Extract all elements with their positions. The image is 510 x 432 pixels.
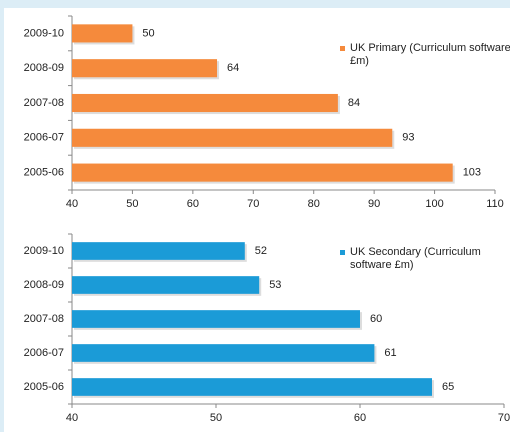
- y-tick-label: 2006-07: [24, 132, 64, 144]
- value-label: 61: [384, 347, 396, 359]
- value-label: 53: [269, 279, 281, 291]
- y-tick-label: 2007-08: [24, 313, 64, 325]
- bar: [72, 93, 338, 113]
- legend-label: UK Secondary (Curriculum software £m): [350, 246, 481, 271]
- bar: [72, 378, 432, 396]
- x-tick-label: 70: [498, 412, 510, 424]
- y-tick-label: 2006-07: [24, 347, 64, 359]
- value-label: 50: [142, 27, 154, 39]
- x-tick-label: 50: [210, 412, 222, 424]
- value-label: 84: [348, 97, 360, 109]
- x-tick-label: 60: [187, 198, 199, 210]
- value-label: 103: [463, 167, 481, 179]
- y-tick-label: 2009-10: [24, 27, 64, 39]
- x-tick-label: 80: [308, 198, 320, 210]
- bar: [72, 242, 245, 260]
- x-tick-label: 110: [486, 198, 504, 210]
- y-tick-label: 2005-06: [24, 167, 64, 179]
- bar: [72, 59, 218, 78]
- y-tick-label: 2008-09: [24, 279, 64, 291]
- bar: [72, 24, 133, 43]
- x-tick-label: 100: [425, 198, 443, 210]
- x-tick-label: 40: [66, 198, 78, 210]
- value-label: 93: [402, 132, 414, 144]
- bar: [72, 128, 393, 147]
- value-label: 60: [370, 313, 382, 325]
- legend: UK Secondary (Curriculum software £m): [340, 246, 510, 272]
- x-tick-label: 60: [354, 412, 366, 424]
- x-tick-label: 90: [368, 198, 380, 210]
- bar: [72, 276, 260, 294]
- y-tick-label: 2005-06: [24, 381, 64, 393]
- x-tick-label: 70: [247, 198, 259, 210]
- legend-label: UK Primary (Curriculum software £m): [350, 42, 510, 67]
- bar: [72, 163, 453, 182]
- x-tick-label: 40: [66, 412, 78, 424]
- y-tick-label: 2008-09: [24, 62, 64, 74]
- y-tick-label: 2009-10: [24, 245, 64, 257]
- value-label: 65: [442, 381, 454, 393]
- bar: [72, 344, 375, 362]
- bar: [72, 310, 360, 328]
- value-label: 52: [255, 245, 267, 257]
- x-tick-label: 50: [126, 198, 138, 210]
- legend-swatch: [340, 250, 345, 255]
- y-tick-label: 2007-08: [24, 97, 64, 109]
- value-label: 64: [227, 62, 239, 74]
- legend: UK Primary (Curriculum software £m): [340, 42, 510, 68]
- legend-swatch: [340, 46, 345, 51]
